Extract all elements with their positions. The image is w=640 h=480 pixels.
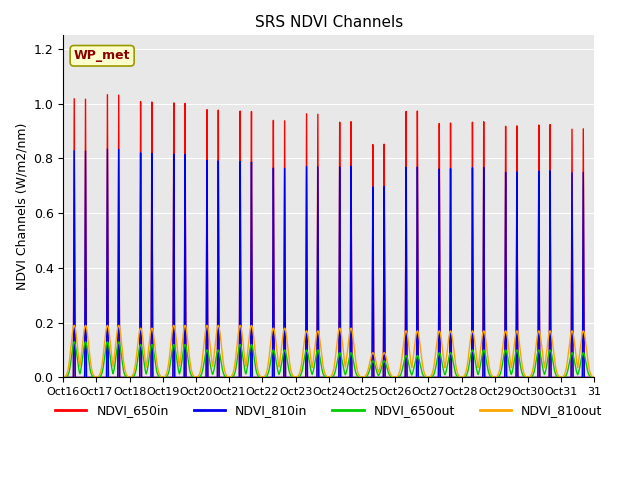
NDVI_650in (591, 374, 598, 380)
NDVI_810out (70, 323, 78, 328)
NDVI_810out (591, 374, 598, 380)
Text: WP_met: WP_met (74, 49, 131, 62)
NDVI_650out (252, 365, 259, 371)
NDVI_810in (397, 374, 404, 380)
NDVI_650in (453, 374, 461, 380)
NDVI_650in (374, 374, 381, 380)
Line: NDVI_650out: NDVI_650out (63, 342, 595, 377)
NDVI_650in (86, 374, 94, 380)
Line: NDVI_810out: NDVI_810out (63, 325, 595, 377)
NDVI_810out (391, 374, 399, 380)
NDVI_810in (60, 374, 67, 380)
NDVI_810in (86, 374, 94, 380)
Y-axis label: NDVI Channels (W/m2/nm): NDVI Channels (W/m2/nm) (15, 123, 28, 290)
NDVI_650out (481, 352, 489, 358)
NDVI_810in (104, 146, 111, 152)
NDVI_810in (252, 374, 259, 380)
NDVI_650in (60, 374, 67, 380)
NDVI_810in (481, 374, 489, 380)
NDVI_650out (591, 374, 598, 380)
NDVI_650out (86, 366, 94, 372)
NDVI_650out (453, 373, 461, 379)
NDVI_650out (374, 371, 381, 377)
NDVI_810out (252, 352, 259, 358)
NDVI_650in (252, 374, 259, 380)
NDVI_650out (60, 374, 67, 380)
NDVI_810out (374, 366, 381, 372)
Legend: NDVI_650in, NDVI_810in, NDVI_650out, NDVI_810out: NDVI_650in, NDVI_810in, NDVI_650out, NDV… (50, 399, 607, 422)
NDVI_810in (453, 374, 461, 380)
Line: NDVI_650in: NDVI_650in (63, 95, 595, 377)
NDVI_650in (104, 92, 111, 97)
Line: NDVI_810in: NDVI_810in (63, 149, 595, 377)
NDVI_650out (391, 374, 399, 380)
NDVI_810out (481, 334, 489, 339)
NDVI_650out (70, 339, 78, 345)
NDVI_810in (591, 374, 598, 380)
NDVI_650in (397, 374, 404, 380)
Title: SRS NDVI Channels: SRS NDVI Channels (255, 15, 403, 30)
NDVI_810out (453, 369, 461, 374)
NDVI_650in (481, 374, 489, 380)
NDVI_810out (86, 356, 94, 361)
NDVI_650out (397, 372, 404, 377)
NDVI_810in (374, 374, 381, 380)
NDVI_810out (397, 363, 404, 369)
NDVI_810out (60, 374, 67, 380)
